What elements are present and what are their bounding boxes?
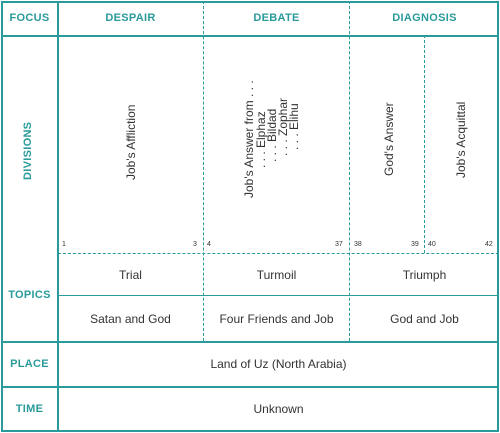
focus-label: FOCUS (9, 12, 50, 24)
despair-header: DESPAIR (105, 12, 156, 24)
divisions-bottom-divider (58, 253, 499, 254)
speaker-elihu: . . . Elihu (287, 103, 301, 150)
chapter-start-1: 1 (62, 241, 66, 248)
topic-turmoil: Turmoil (256, 267, 297, 282)
despair-debate-divider (203, 1, 204, 341)
topic-triumph: Triumph (402, 267, 447, 282)
header-divider (1, 35, 499, 37)
topics-label: TOPICS (8, 289, 51, 301)
place-label: PLACE (10, 358, 49, 370)
time-label: TIME (15, 403, 44, 415)
chapter-start-40: 40 (428, 241, 436, 248)
place-value: Land of Uz (North Arabia) (210, 357, 347, 371)
debate-diagnosis-divider (349, 1, 350, 341)
chapter-end-37: 37 (335, 241, 343, 248)
topic-four-friends: Four Friends and Job (219, 311, 334, 326)
gods-answer-division: God's Answer (382, 102, 396, 176)
chapter-end-39: 39 (411, 241, 419, 248)
topic-trial: Trial (119, 267, 142, 282)
jobs-affliction-division: Job's Affliction (124, 104, 138, 180)
topic-satan-and-god: Satan and God (90, 311, 171, 326)
speakers-list: . . . Elphaz . . . Bildad . . . Zophar .… (254, 98, 301, 168)
jobs-acquittal-division: Job's Acquittal (454, 101, 468, 178)
time-value: Unknown (253, 402, 304, 416)
chapter-start-38: 38 (354, 241, 362, 248)
topic-god-and-job: God and Job (390, 311, 459, 326)
chapter-end-3: 3 (193, 241, 197, 248)
chapter-end-42: 42 (485, 241, 493, 248)
answer-acquittal-divider (424, 35, 425, 253)
topics-bottom-divider (1, 341, 499, 343)
debate-header: DEBATE (253, 12, 300, 24)
label-column-divider (57, 1, 59, 432)
diagnosis-header: DIAGNOSIS (392, 12, 457, 24)
divisions-label: DIVISIONS (22, 121, 34, 180)
place-bottom-divider (1, 386, 499, 388)
chapter-start-4: 4 (207, 241, 211, 248)
topics-middle-divider (58, 295, 499, 296)
